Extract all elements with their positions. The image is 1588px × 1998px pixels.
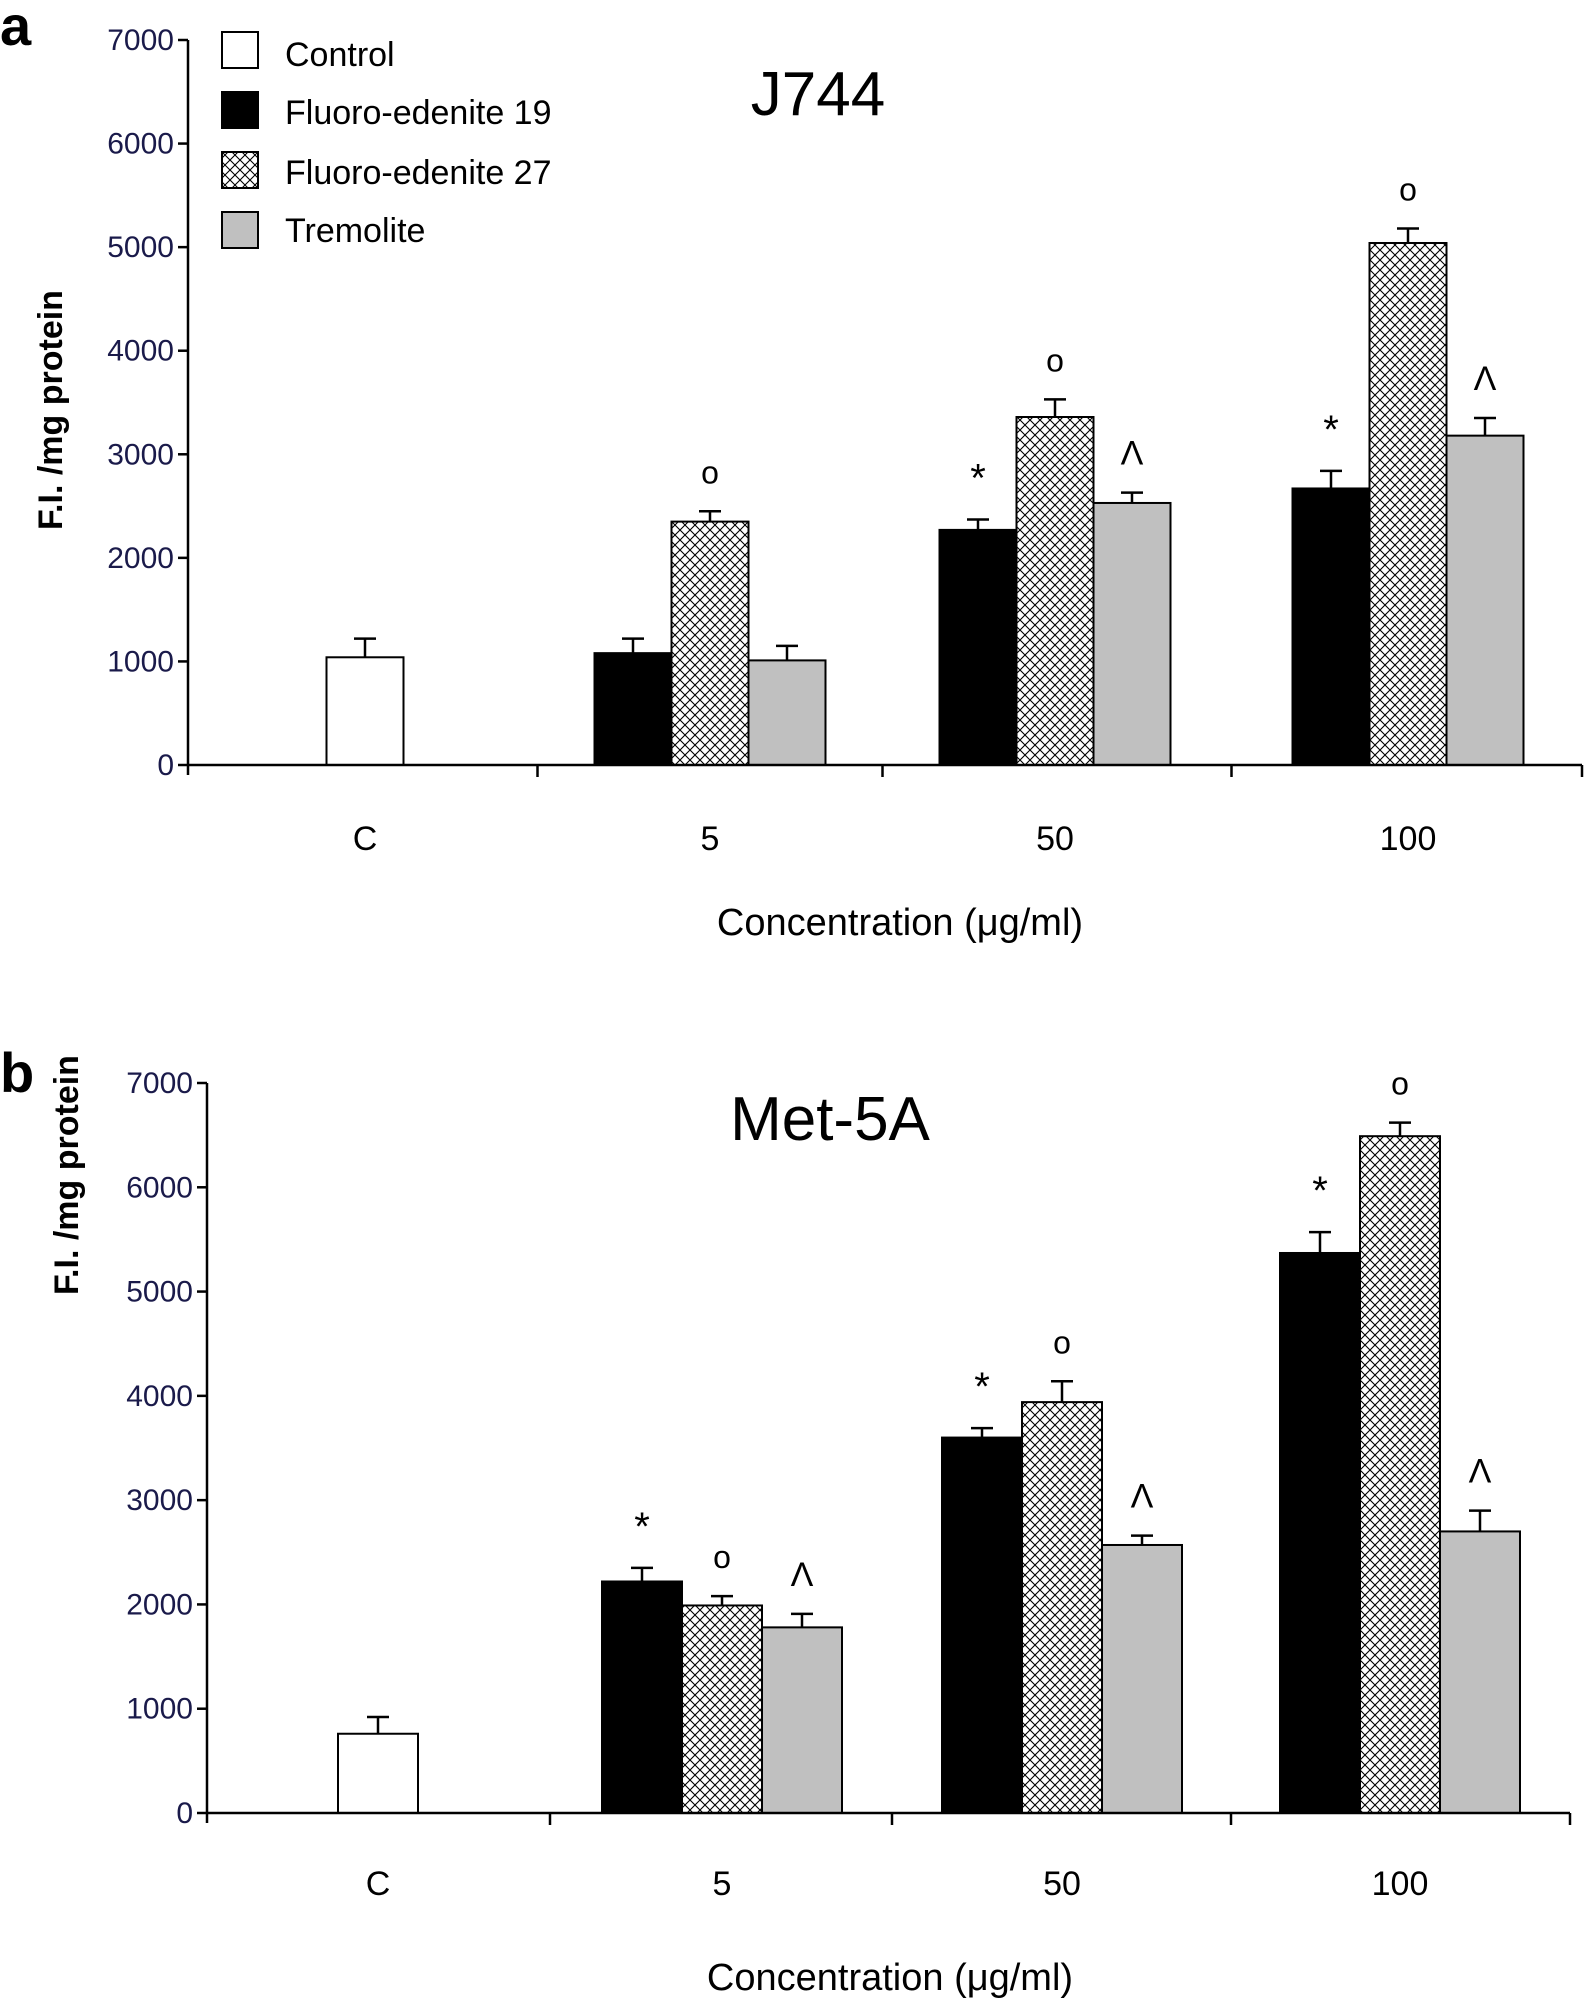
panel-b-bar-fe27-5 [681, 1604, 763, 1814]
panel-a-bar-fe19-50 [938, 528, 1018, 767]
panel-a-bar-control-C [325, 656, 405, 766]
panel-a-significance-mark-fe27-50: o [1046, 342, 1064, 378]
panel-a-y-tick-label: 3000 [107, 438, 174, 471]
panel-b-bar-fe27-50 [1021, 1401, 1103, 1814]
panel-b-y-tick-label: 1000 [126, 1693, 193, 1726]
panel-b-significance-mark-fe19-100: * [1312, 1169, 1328, 1213]
panel-a-label: a [0, 0, 32, 57]
panel-a-y-tick-label: 7000 [107, 24, 174, 57]
panel-a-significance-mark-tremolite-50: Λ [1121, 435, 1144, 473]
panel-b-y-tick-label: 2000 [126, 1588, 193, 1621]
panel-b-significance-mark-fe19-5: * [634, 1505, 650, 1549]
legend-swatch-fe27 [221, 151, 259, 189]
panel-a-bar-fe27-5 [670, 520, 750, 766]
panel-a-x-axis: C 5 50 100 [353, 765, 1584, 858]
panel-b-x-tick-label: 50 [1043, 1865, 1081, 1903]
panel-a-xlabel: Concentration (μg/ml) [717, 902, 1083, 944]
panel-a-axes [186, 40, 1582, 775]
panel-a-ylabel: F.I. /mg protein [32, 290, 70, 530]
panel-a-significance-mark-fe27-5: o [701, 454, 719, 490]
panel-b-bar-fe19-50 [941, 1436, 1023, 1814]
panel-a-bar-fe27-100 [1368, 242, 1448, 766]
panel-a-bar-tremolite-50 [1092, 501, 1172, 766]
panel-a-significance-mark-fe19-100: * [1323, 408, 1339, 452]
panel-a-y-tick-label: 5000 [107, 231, 174, 264]
panel-b-significance-mark-fe27-100: o [1391, 1066, 1409, 1102]
panel-b-bar-control-C [337, 1732, 419, 1814]
legend-item-fe19: Fluoro-edenite 19 [221, 91, 552, 132]
legend-swatch-control [221, 31, 259, 69]
panel-a-chart: a J744 F.I. /mg protein Concentration (μ… [0, 0, 1584, 944]
panel-b-significance-mark-tremolite-5: Λ [791, 1556, 814, 1594]
panel-b-significance-mark-fe27-5: o [713, 1539, 731, 1575]
panel-a-y-tick-label: 0 [157, 749, 174, 782]
panel-a-x-tick-label: 5 [701, 820, 720, 858]
panel-b-x-axis: C 5 50 100 [366, 1813, 1572, 1903]
panel-b-significance-mark-fe19-50: * [974, 1365, 990, 1409]
panel-a-significance-mark-fe19-50: * [970, 457, 986, 501]
legend-label-fe27: Fluoro-edenite 27 [285, 154, 552, 192]
panel-a-significance-mark-tremolite-100: Λ [1474, 360, 1497, 398]
panel-a-y-tick-label: 6000 [107, 128, 174, 161]
panel-a-bar-fe19-100 [1291, 487, 1371, 766]
panel-b-chart: b Met-5A F.I. /mg protein Concentration … [0, 1041, 1572, 1998]
panel-a-significance-mark-fe27-100: o [1399, 172, 1417, 208]
panel-b-y-axis: 0 1000 2000 3000 4000 5000 6000 7000 [126, 1067, 207, 1830]
panel-b-bar-tremolite-50 [1101, 1543, 1183, 1814]
panel-a-bar-tremolite-100 [1445, 434, 1525, 766]
legend-swatch-tremolite [221, 211, 259, 249]
panel-b-bar-tremolite-5 [761, 1626, 843, 1815]
legend-item-fe27: Fluoro-edenite 27 [221, 151, 552, 192]
panel-b-significance-mark-tremolite-50: Λ [1131, 1478, 1154, 1516]
panel-a-y-tick-label: 2000 [107, 542, 174, 575]
panel-b-y-tick-label: 6000 [126, 1171, 193, 1204]
panel-b-ylabel: F.I. /mg protein [48, 1055, 86, 1295]
panel-b-bar-fe27-100 [1359, 1135, 1441, 1814]
panel-b-x-tick-label: 100 [1372, 1865, 1429, 1903]
legend-label-tremolite: Tremolite [285, 212, 425, 250]
panel-b-y-tick-label: 3000 [126, 1484, 193, 1517]
panel-b-xlabel: Concentration (μg/ml) [707, 1957, 1073, 1998]
legend-label-control: Control [285, 36, 395, 74]
panel-a-y-axis: 0 1000 2000 3000 4000 5000 6000 7000 [107, 24, 188, 782]
panel-b-axes [205, 1083, 1570, 1823]
panel-a-x-tick-label: 50 [1036, 820, 1074, 858]
legend-item-control: Control [221, 31, 395, 74]
panel-a-title: J744 [751, 60, 885, 129]
panel-b-significance-mark-fe27-50: o [1053, 1324, 1071, 1360]
panel-b-y-tick-label: 4000 [126, 1380, 193, 1413]
panel-b-bar-fe19-5 [601, 1580, 683, 1814]
panel-a-x-tick-label: 100 [1380, 820, 1437, 858]
panel-b-x-tick-label: 5 [713, 1865, 732, 1903]
panel-b-x-tick-label: C [366, 1865, 391, 1903]
panel-b-bar-fe19-100 [1279, 1251, 1361, 1814]
panel-a-bar-tremolite-5 [747, 659, 827, 767]
legend-label-fe19: Fluoro-edenite 19 [285, 94, 552, 132]
panel-a-bar-fe27-50 [1015, 416, 1095, 766]
panel-b-y-tick-label: 7000 [126, 1067, 193, 1100]
panel-b-title: Met-5A [730, 1085, 930, 1154]
panel-b-label: b [0, 1041, 34, 1104]
legend: Control Fluoro-edenite 19 Fluoro-edenite… [221, 31, 552, 250]
legend-swatch-fe19 [221, 91, 259, 129]
panel-b-bar-tremolite-100 [1439, 1530, 1521, 1815]
panel-a-y-tick-label: 1000 [107, 645, 174, 678]
panel-a-bars: o * o Λ * o Λ [325, 172, 1525, 767]
panel-a-x-tick-label: C [353, 820, 378, 858]
panel-b-significance-mark-tremolite-100: Λ [1469, 1453, 1492, 1491]
panel-b-y-tick-label: 5000 [126, 1276, 193, 1309]
panel-a-bar-fe19-5 [593, 652, 673, 767]
panel-b-y-tick-label: 0 [176, 1797, 193, 1830]
panel-a-y-tick-label: 4000 [107, 335, 174, 368]
legend-item-tremolite: Tremolite [221, 211, 425, 250]
panel-b-bars: * o Λ * o Λ * o Λ [337, 1066, 1521, 1815]
